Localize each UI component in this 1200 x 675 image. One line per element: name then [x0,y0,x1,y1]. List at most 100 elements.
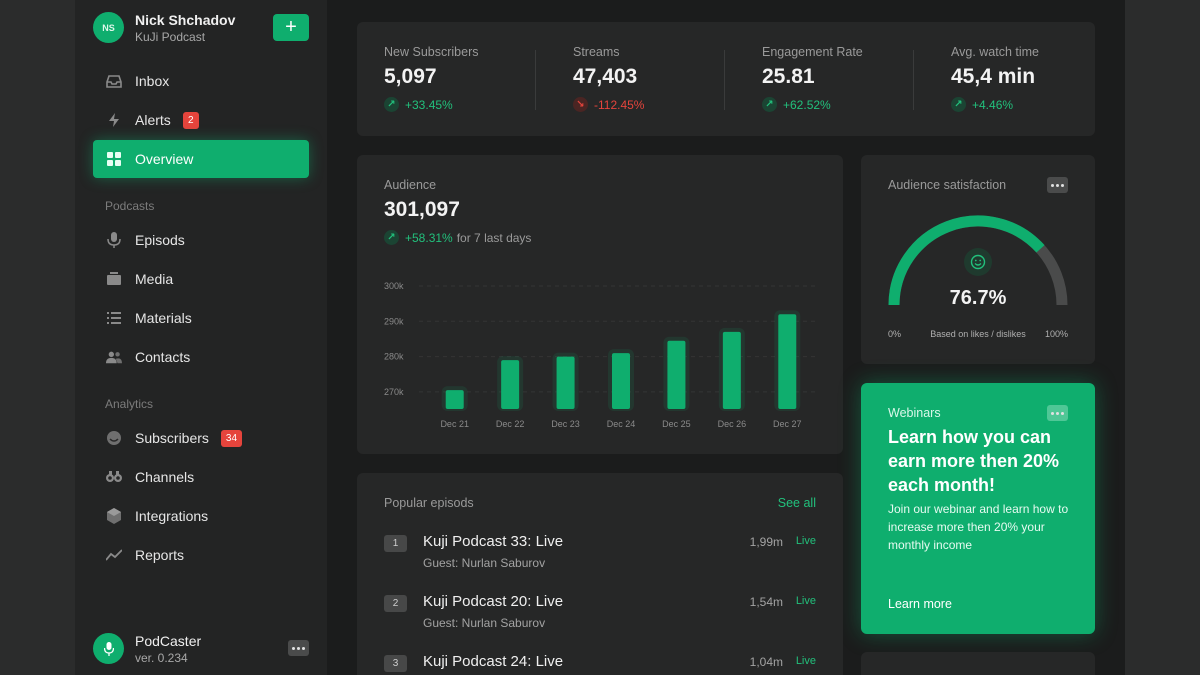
audience-period: for 7 last days [456,230,532,245]
webinar-tag: Webinars [888,406,941,420]
list-item[interactable]: 1 Kuji Podcast 33: Live Guest: Nurlan Sa… [384,533,816,575]
bar[interactable] [722,331,741,409]
stat-value: 45,4 min [951,65,1036,88]
y-tick-label: 280k [384,352,404,362]
gauge-max-label: 100% [1044,329,1068,339]
episode-plays: 1,99m [749,535,783,549]
stat-label: Streams [573,45,620,59]
stat-change-value: +33.45% [405,97,453,112]
y-tick-label: 300k [384,281,404,291]
stat-avg-watch-time: Avg. watch time 45,4 min ↗ +4.46% [924,22,1109,136]
section-label-podcasts: Podcasts [105,199,155,213]
divider [535,50,536,110]
sidebar: NS Nick Shchadov KuJi Podcast + Inbox Al… [75,0,327,675]
cube-icon [106,508,122,524]
more-options-button[interactable] [1047,405,1068,421]
episode-rank: 1 [384,535,407,552]
grid-icon [106,151,122,167]
x-tick-label: Dec 21 [440,419,469,429]
episode-guest: Guest: Nurlan Saburov [423,556,546,570]
bar[interactable] [556,356,575,409]
learn-more-link[interactable]: Learn more [888,597,952,611]
sidebar-item-contacts[interactable]: Contacts [93,338,309,376]
stat-value: 5,097 [384,65,437,88]
bar[interactable] [667,340,686,409]
sidebar-item-integrations[interactable]: Integrations [93,497,309,535]
bar[interactable] [778,314,797,409]
sidebar-item-inbox[interactable]: Inbox [93,62,309,100]
alerts-count-badge: 2 [182,111,199,129]
sidebar-item-episods[interactable]: Episods [93,221,309,259]
stat-change: ↗ +33.45% [384,97,453,112]
gauge-caption: Based on likes / dislikes [930,329,1026,339]
bar[interactable] [445,390,464,409]
bar[interactable] [612,353,630,409]
episode-title[interactable]: Kuji Podcast 20: Live [423,593,564,610]
sidebar-item-label: Contacts [135,349,191,365]
sidebar-item-alerts[interactable]: Alerts 2 [93,101,309,139]
episode-title[interactable]: Kuji Podcast 33: Live [423,533,564,550]
y-tick-label: 290k [384,316,404,326]
stat-value: 47,403 [573,65,638,88]
stat-label: Avg. watch time [951,45,1040,59]
see-all-link[interactable]: See all [777,496,816,510]
audience-card: Audience 301,097 ↗ +58.31% for 7 last da… [357,155,843,454]
more-options-button[interactable] [1047,177,1068,193]
audience-change-value: +58.31% [405,230,453,245]
sidebar-item-label: Materials [135,310,192,326]
popular-title: Popular episods [384,496,474,510]
stat-change-value: -112.45% [594,97,645,112]
sidebar-item-channels[interactable]: Channels [93,458,309,496]
bar[interactable] [501,360,520,409]
x-tick-label: Dec 26 [718,419,747,429]
x-tick-label: Dec 22 [496,419,525,429]
list-icon [106,310,122,326]
stat-change-value: +62.52% [783,97,831,112]
x-tick-label: Dec 24 [607,419,636,429]
stat-change-value: +4.46% [972,97,1014,112]
smile-icon [106,430,122,446]
gauge-min-label: 0% [888,329,902,339]
sidebar-item-label: Alerts [135,112,171,128]
episode-status: Live [795,595,816,607]
arrow-up-icon: ↗ [762,97,777,112]
sidebar-item-materials[interactable]: Materials [93,299,309,337]
episode-rank: 2 [384,595,407,612]
people-icon [106,349,122,365]
satisfaction-gauge [888,215,1068,306]
arrow-up-icon: ↗ [951,97,966,112]
sidebar-item-media[interactable]: Media [93,260,309,298]
sidebar-item-overview[interactable]: Overview [93,140,309,178]
x-tick-label: Dec 23 [551,419,580,429]
mic-icon [106,232,122,248]
stat-label: New Subscribers [384,45,479,59]
media-icon [106,271,122,287]
x-tick-label: Dec 25 [662,419,691,429]
trend-icon [106,547,122,563]
arrow-up-icon: ↗ [384,230,399,245]
avatar[interactable]: NS [93,12,124,43]
stat-label: Engagement Rate [762,45,863,59]
webinar-title: Learn how you can earn more then 20% eac… [888,427,1060,495]
sidebar-item-label: Inbox [135,73,170,89]
sidebar-item-label: Subscribers [135,430,209,446]
webinar-card: Webinars Learn how you can earn more the… [861,383,1095,634]
stat-change: ↗ +62.52% [762,97,831,112]
app-version: ver. 0.234 [135,651,188,665]
user-profile[interactable]: NS Nick Shchadov KuJi Podcast + [93,12,309,44]
partial-card [861,652,1095,675]
episode-title[interactable]: Kuji Podcast 24: Live [423,653,564,670]
stat-engagement-rate: Engagement Rate 25.81 ↗ +62.52% [735,22,920,136]
more-options-button[interactable] [288,640,309,656]
audience-bar-chart: 300k 290k 280k 270k Dec 21 Dec 22 Dec 23 Dec 24… [384,281,817,429]
list-item[interactable]: 3 Kuji Podcast 24: Live 1,04m Live [384,653,816,675]
webinar-description: Join our webinar and learn how to increa… [888,502,1069,552]
satisfaction-value: 76.7% [949,287,1007,309]
list-item[interactable]: 2 Kuji Podcast 20: Live Guest: Nurlan Sa… [384,593,816,635]
sidebar-item-subscribers[interactable]: Subscribers 34 [93,419,309,457]
sidebar-item-reports[interactable]: Reports [93,536,309,574]
sidebar-item-label: Episods [135,232,185,248]
episode-plays: 1,54m [749,595,783,609]
divider [913,50,914,110]
add-button[interactable]: + [273,14,309,41]
